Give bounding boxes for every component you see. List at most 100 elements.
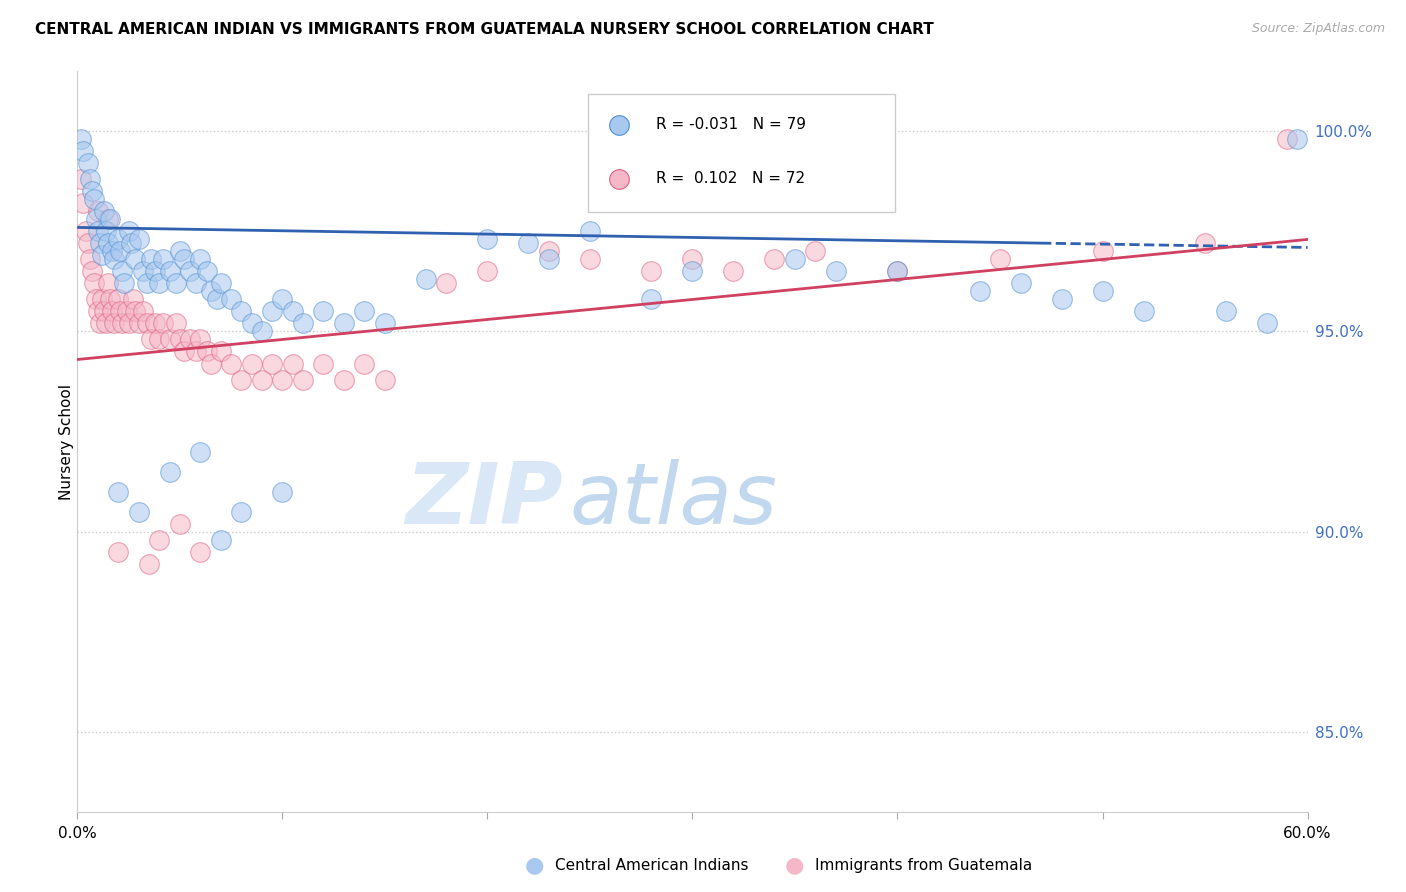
- Point: [107, 484, 129, 499]
- Text: Central American Indians: Central American Indians: [555, 858, 749, 872]
- Text: R = -0.031   N = 79: R = -0.031 N = 79: [655, 117, 806, 132]
- Point: [87, 304, 110, 318]
- Point: [117, 224, 139, 238]
- Point: [477, 264, 499, 278]
- Point: [1050, 293, 1073, 307]
- Point: [250, 372, 273, 386]
- Point: [969, 285, 991, 299]
- Point: [353, 357, 375, 371]
- Point: [110, 244, 132, 259]
- Point: [200, 285, 222, 299]
- Point: [98, 212, 121, 227]
- Point: [152, 317, 174, 331]
- Text: Immigrants from Guatemala: Immigrants from Guatemala: [815, 858, 1033, 872]
- Point: [240, 357, 263, 371]
- FancyBboxPatch shape: [588, 94, 896, 212]
- Point: [148, 277, 170, 291]
- Point: [783, 252, 806, 267]
- Point: [141, 333, 163, 347]
- Point: [103, 252, 125, 267]
- Point: [87, 224, 110, 238]
- Point: [291, 317, 314, 331]
- Point: [374, 372, 396, 386]
- Point: [1091, 244, 1114, 259]
- Point: [111, 317, 134, 331]
- Point: [1286, 132, 1309, 146]
- Point: [1215, 304, 1237, 318]
- Point: [70, 172, 93, 186]
- Point: [117, 317, 139, 331]
- Point: [188, 544, 212, 558]
- Point: [271, 293, 294, 307]
- Point: [72, 145, 94, 159]
- Point: [132, 264, 155, 278]
- Point: [188, 252, 212, 267]
- Point: [94, 224, 117, 238]
- Point: [136, 317, 159, 331]
- Point: [333, 317, 356, 331]
- Point: [97, 212, 120, 227]
- Point: [1010, 277, 1032, 291]
- Text: ●: ●: [785, 855, 804, 875]
- Point: [262, 304, 284, 318]
- Point: [188, 333, 212, 347]
- Point: [107, 232, 129, 246]
- Point: [209, 344, 232, 359]
- Point: [107, 293, 129, 307]
- Point: [682, 264, 704, 278]
- Point: [312, 357, 335, 371]
- Point: [141, 252, 163, 267]
- Point: [128, 505, 150, 519]
- Point: [159, 333, 181, 347]
- Point: [477, 232, 499, 246]
- Point: [825, 264, 848, 278]
- Point: [101, 244, 124, 259]
- Point: [165, 317, 187, 331]
- Point: [93, 204, 115, 219]
- Point: [84, 293, 107, 307]
- Point: [262, 357, 284, 371]
- Point: [231, 372, 253, 386]
- Point: [114, 277, 136, 291]
- Point: [115, 304, 138, 318]
- Point: [83, 193, 105, 207]
- Text: CENTRAL AMERICAN INDIAN VS IMMIGRANTS FROM GUATEMALA NURSERY SCHOOL CORRELATION : CENTRAL AMERICAN INDIAN VS IMMIGRANTS FR…: [35, 22, 934, 37]
- Point: [75, 224, 97, 238]
- Point: [291, 372, 314, 386]
- Point: [159, 264, 181, 278]
- Point: [186, 344, 208, 359]
- Point: [763, 252, 786, 267]
- Point: [79, 172, 101, 186]
- Point: [537, 244, 560, 259]
- Point: [436, 277, 458, 291]
- Text: ZIP: ZIP: [406, 459, 564, 542]
- Point: [143, 317, 166, 331]
- Point: [209, 533, 232, 547]
- Point: [886, 264, 908, 278]
- Point: [84, 212, 107, 227]
- Point: [988, 252, 1011, 267]
- Point: [87, 204, 110, 219]
- Point: [97, 236, 120, 251]
- Point: [121, 293, 143, 307]
- Point: [219, 293, 242, 307]
- Point: [83, 277, 105, 291]
- Point: [70, 132, 93, 146]
- Point: [723, 264, 745, 278]
- Point: [148, 533, 170, 547]
- Point: [76, 156, 98, 170]
- Point: [165, 277, 187, 291]
- Point: [173, 252, 195, 267]
- Point: [1194, 236, 1216, 251]
- Point: [209, 277, 232, 291]
- Point: [101, 304, 124, 318]
- Point: [188, 444, 212, 458]
- Point: [138, 557, 160, 571]
- Point: [76, 236, 98, 251]
- Point: [579, 252, 602, 267]
- Point: [640, 293, 662, 307]
- Point: [136, 277, 159, 291]
- Point: [128, 232, 150, 246]
- Point: [682, 252, 704, 267]
- Point: [152, 252, 174, 267]
